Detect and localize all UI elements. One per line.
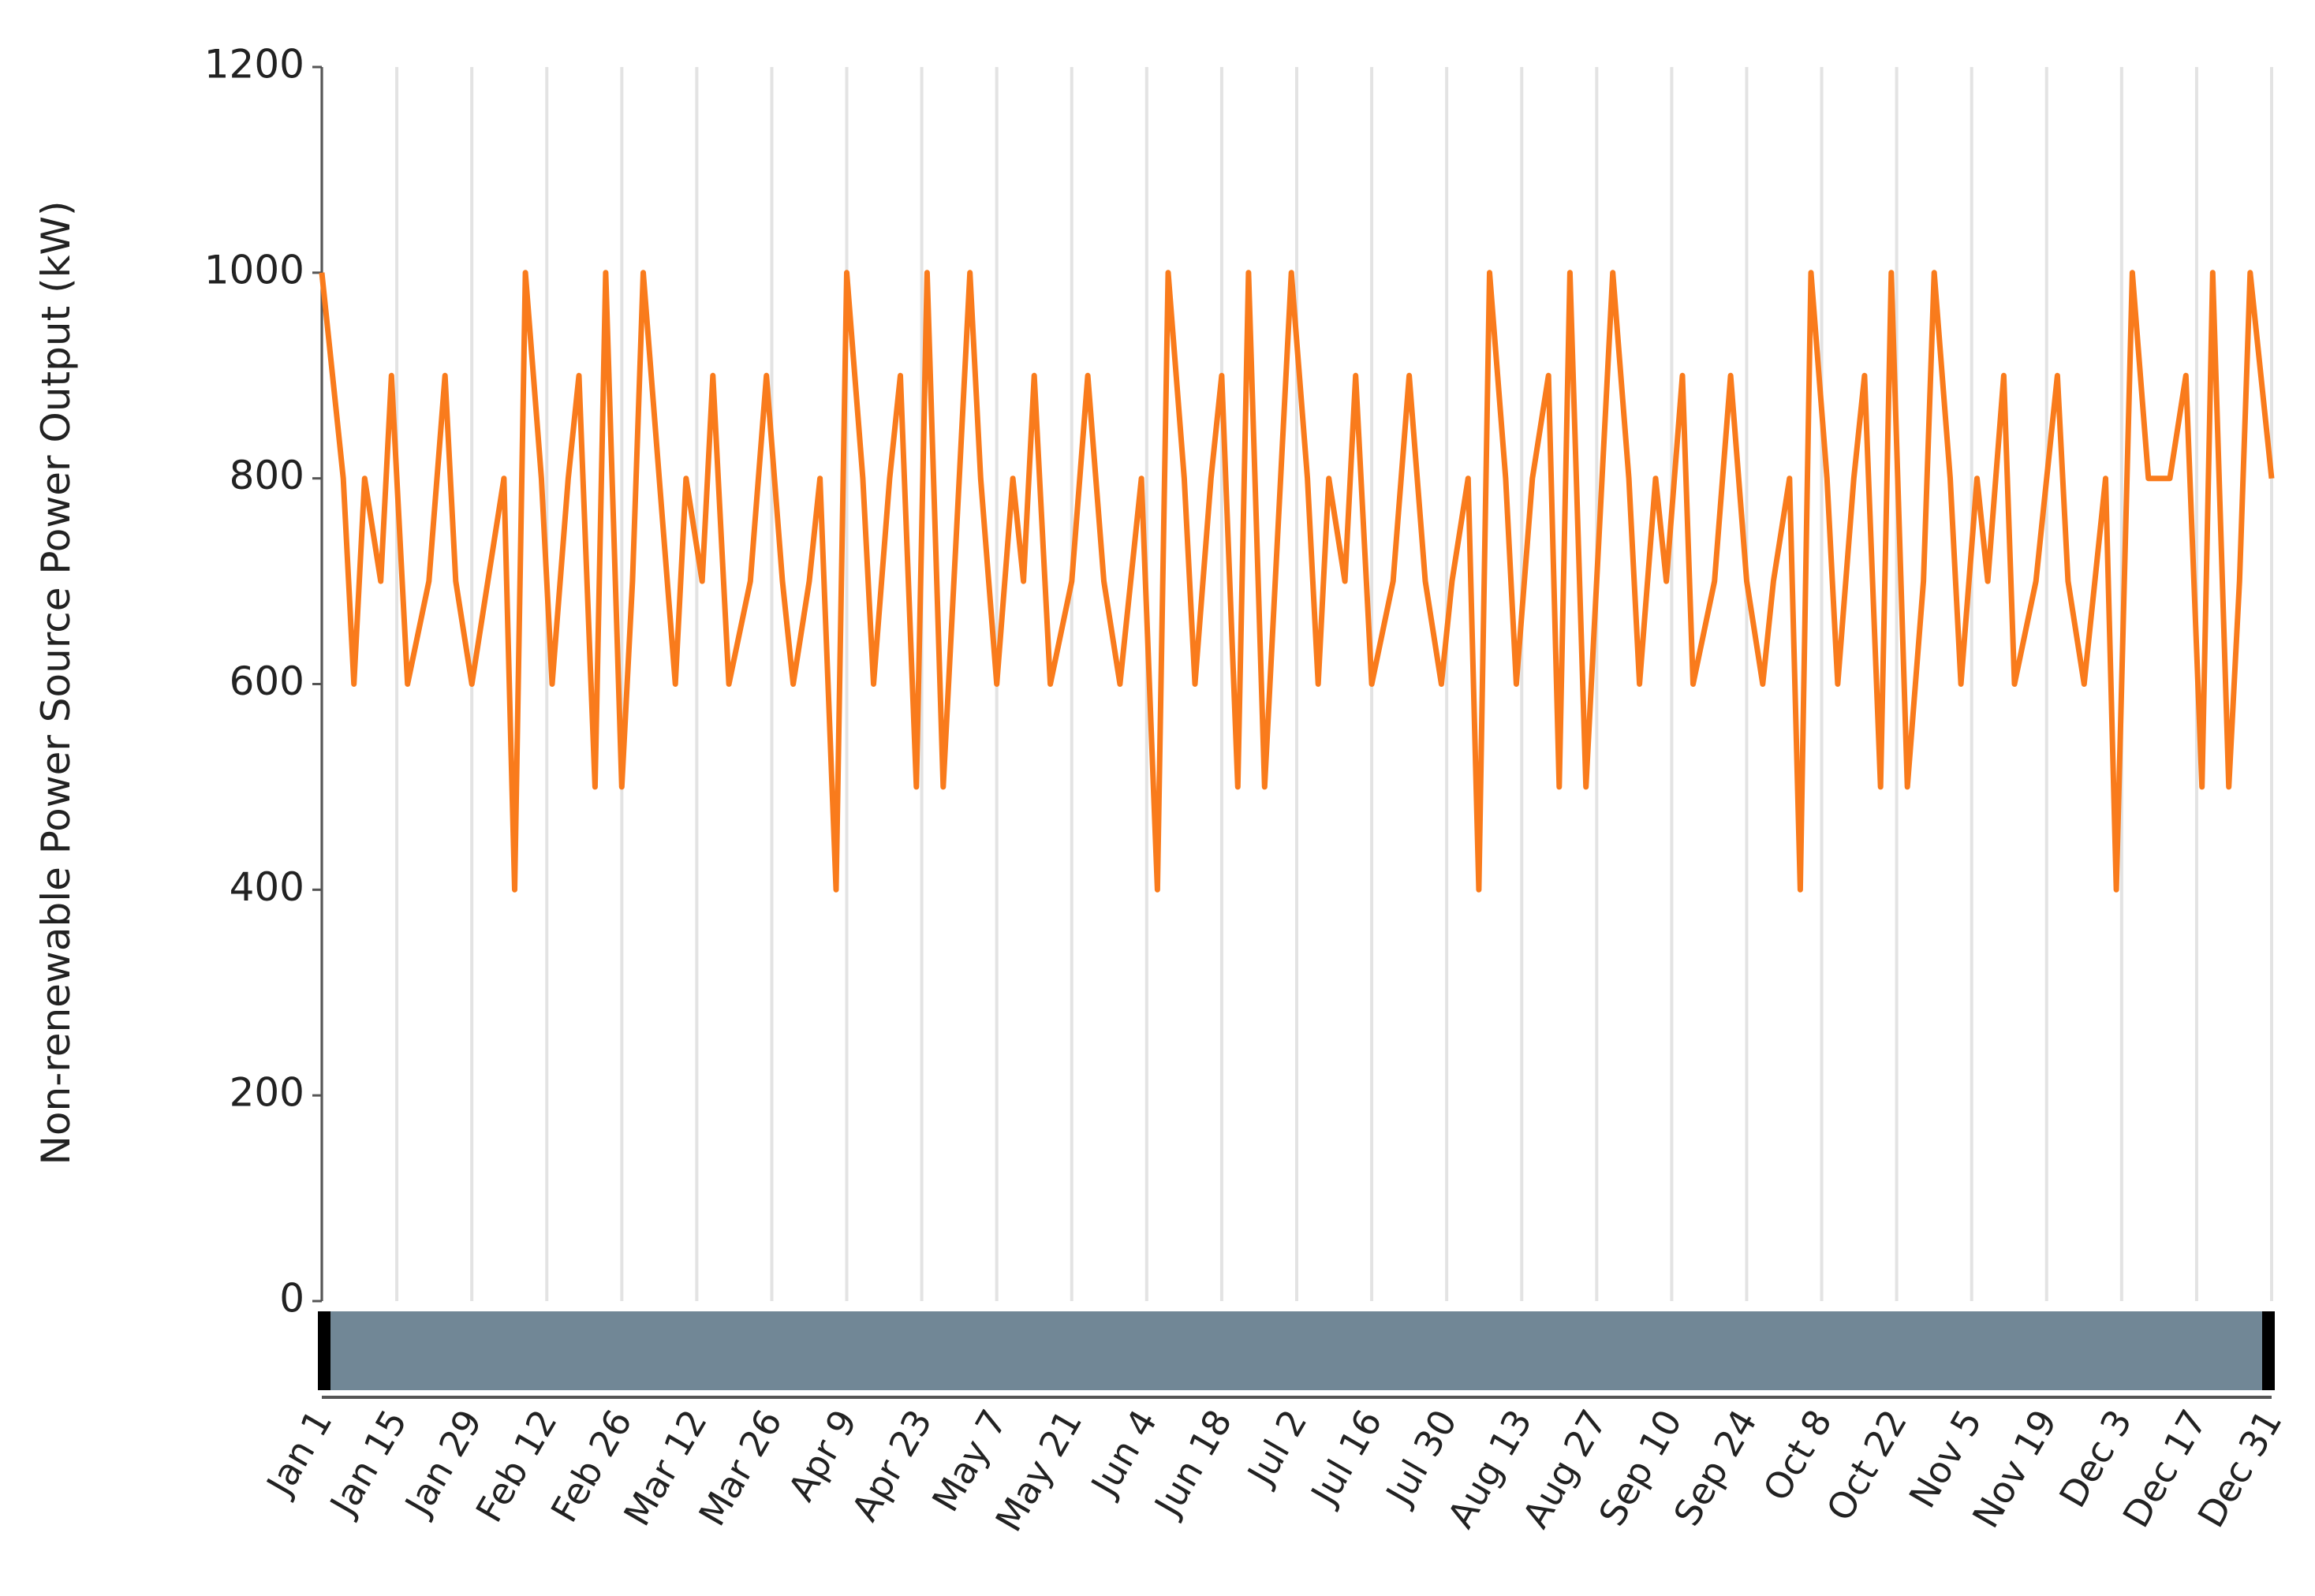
range-navigator[interactable]: [322, 1311, 2272, 1390]
y-tick-label: 600: [230, 658, 304, 704]
y-tick-label: 400: [230, 864, 304, 910]
x-tick-label: Jul 16: [1301, 1403, 1391, 1514]
data-line: [319, 270, 2275, 893]
x-tick-label: Jul 2: [1238, 1403, 1316, 1494]
y-axis-title: Non-renewable Power Source Power Output …: [33, 201, 79, 1165]
y-tick-label: 800: [230, 453, 304, 498]
range-handle-right[interactable]: [2262, 1311, 2275, 1390]
y-tick-label: 0: [279, 1276, 304, 1322]
grid: [320, 67, 2273, 1301]
y-tick-label: 1000: [204, 247, 304, 293]
lines: [319, 270, 2275, 893]
y-tick-label: 200: [230, 1070, 304, 1116]
y-tick-label: 1200: [204, 42, 304, 88]
range-handle-left[interactable]: [318, 1311, 330, 1390]
